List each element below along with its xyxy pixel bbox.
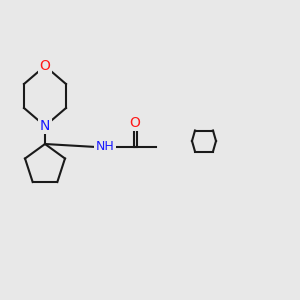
Text: N: N (40, 119, 50, 133)
Text: O: O (40, 59, 50, 73)
Text: NH: NH (96, 140, 114, 154)
Text: O: O (130, 116, 140, 130)
